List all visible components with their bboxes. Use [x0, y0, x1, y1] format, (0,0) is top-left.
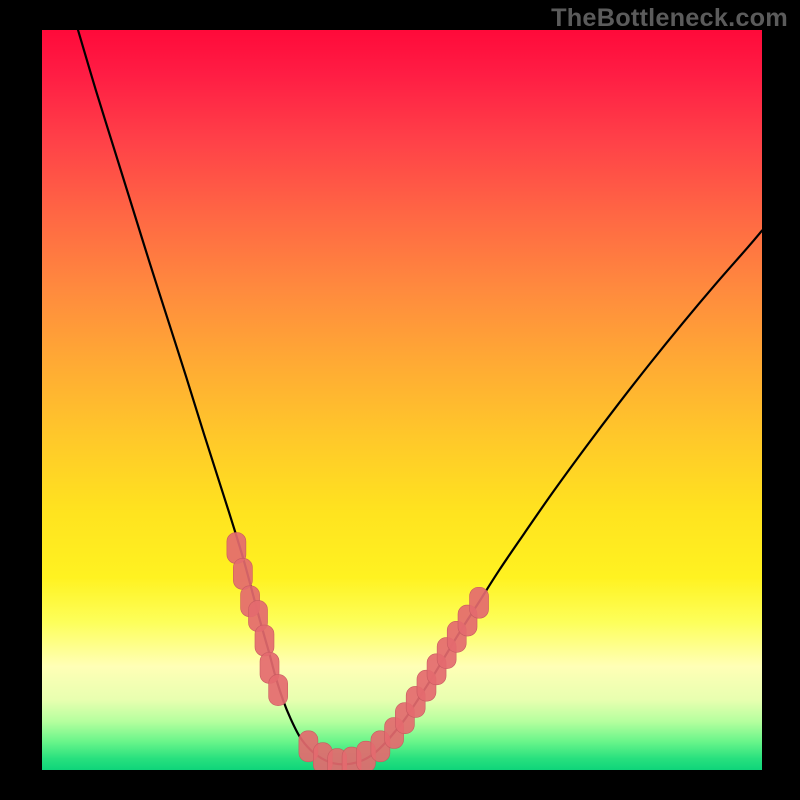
gradient-background	[42, 30, 762, 770]
plot-svg	[42, 30, 762, 770]
marker	[470, 587, 489, 618]
marker	[269, 675, 288, 706]
watermark-label: TheBottleneck.com	[551, 4, 788, 33]
plot-area	[42, 30, 762, 770]
marker	[233, 558, 252, 589]
chart-stage: TheBottleneck.com	[0, 0, 800, 800]
marker	[255, 625, 274, 656]
